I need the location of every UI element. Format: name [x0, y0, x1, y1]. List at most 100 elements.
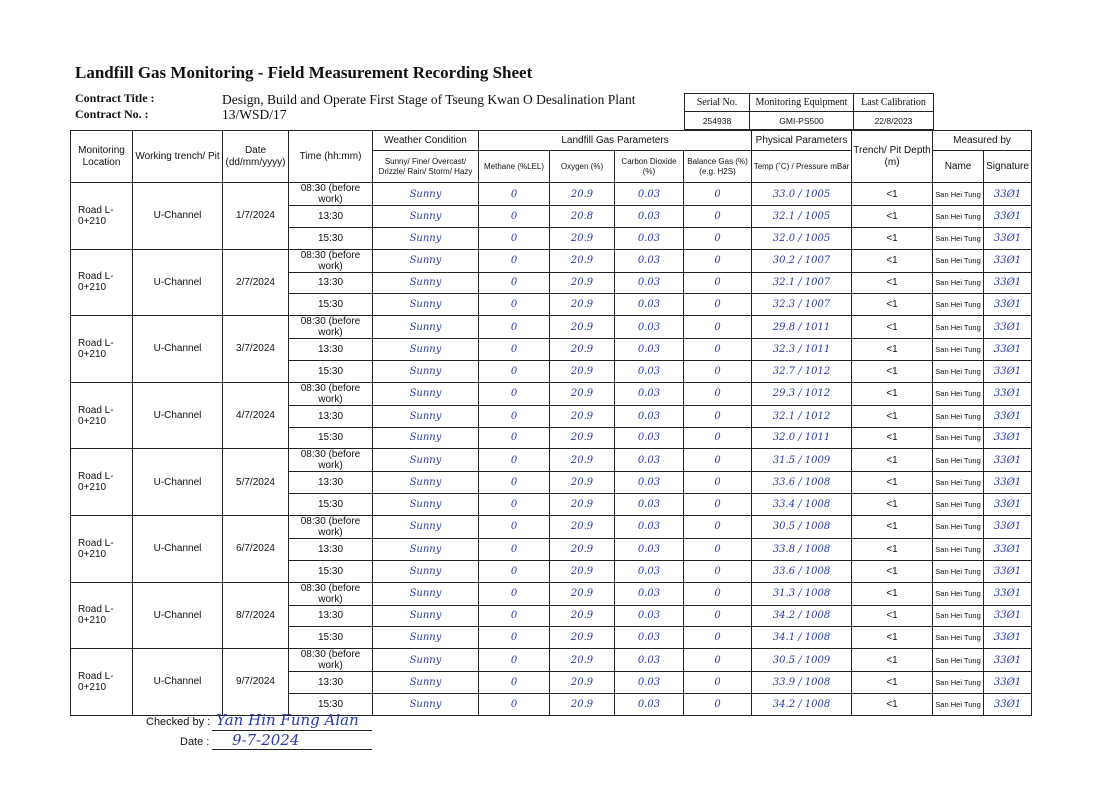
temp-pressure-cell: 32.3 / 1011 [751, 338, 853, 361]
weather-cell: Sunny [372, 182, 479, 206]
balance-cell: 0 [682, 426, 753, 450]
name-cell: San Hei Tung [932, 293, 985, 317]
balance-cell: 0 [682, 604, 753, 628]
temp-pressure-cell: 31.5 / 1009 [751, 448, 853, 473]
time-cell: 13:30 [288, 604, 373, 628]
last-calibration-header: Last Calibration [853, 93, 934, 112]
temp-pressure-cell: 29.3 / 1012 [751, 381, 853, 406]
trench-cell: U-Channel [132, 581, 223, 650]
balance-cell: 0 [682, 648, 753, 673]
depth-cell: <1 [851, 426, 934, 450]
name-cell: San Hei Tung [932, 338, 985, 361]
temp-pressure-cell: 32.0 / 1005 [751, 226, 853, 250]
contract-title-label: Contract Title : [75, 91, 155, 105]
methane-cell: 0 [478, 315, 550, 340]
methane-cell: 0 [478, 381, 550, 406]
time-cell: 15:30 [288, 226, 373, 250]
checked-date-value: 9-7-2024 [232, 731, 300, 749]
table-row: Road L-0+210 U-Channel 3/7/2024 08:30 (befo… [70, 315, 1033, 383]
table-row: Road L-0+210 U-Channel 6/7/2024 08:30 (befo… [70, 514, 1033, 583]
signature-cell: 33Ø1 [983, 692, 1033, 716]
time-cell: 08:30 (before work) [288, 381, 373, 406]
header-temp: Temp (˚C) / Pressure mBar [751, 150, 853, 183]
table-row: Road L-0+210 U-Channel 8/7/2024 08:30 (befo… [70, 581, 1033, 650]
time-cell: 15:30 [288, 626, 373, 650]
depth-cell: <1 [851, 226, 934, 250]
oxygen-cell: 20.9 [549, 626, 615, 650]
table-row: Road L-0+210 U-Channel 2/7/2024 08:30 (befo… [70, 248, 1033, 317]
contract-title-value: Design, Build and Operate First Stage of… [222, 92, 636, 107]
signature-cell: 33Ø1 [983, 205, 1033, 228]
signature-cell: 33Ø1 [983, 359, 1033, 383]
methane-cell: 0 [478, 692, 550, 716]
oxygen-cell: 20.9 [549, 648, 615, 673]
depth-cell: <1 [851, 537, 934, 561]
balance-cell: 0 [682, 315, 753, 340]
temp-pressure-cell: 32.3 / 1007 [751, 293, 853, 317]
co2-cell: 0.03 [614, 404, 684, 428]
name-cell: San Hei Tung [932, 471, 985, 495]
balance-cell: 0 [682, 293, 753, 317]
methane-cell: 0 [478, 671, 550, 694]
weather-cell: Sunny [372, 581, 479, 606]
signature-cell: 33Ø1 [983, 493, 1033, 516]
balance-cell: 0 [682, 626, 753, 650]
balance-cell: 0 [682, 271, 753, 295]
header-physical-group: Physical Parameters [751, 130, 853, 151]
time-cell: 08:30 (before work) [288, 182, 373, 206]
temp-pressure-cell: 31.3 / 1008 [751, 581, 853, 606]
time-cell: 15:30 [288, 293, 373, 317]
weather-cell: Sunny [372, 426, 479, 450]
time-cell: 08:30 (before work) [288, 581, 373, 606]
weather-cell: Sunny [372, 537, 479, 561]
depth-cell: <1 [851, 248, 934, 273]
oxygen-cell: 20.9 [549, 248, 615, 273]
trench-cell: U-Channel [132, 381, 223, 450]
depth-cell: <1 [851, 559, 934, 583]
time-cell: 13:30 [288, 471, 373, 495]
signature-cell: 33Ø1 [983, 471, 1033, 495]
signature-cell: 33Ø1 [983, 293, 1033, 317]
co2-cell: 0.03 [614, 559, 684, 583]
oxygen-cell: 20.9 [549, 448, 615, 473]
balance-cell: 0 [682, 581, 753, 606]
time-cell: 08:30 (before work) [288, 248, 373, 273]
methane-cell: 0 [478, 648, 550, 673]
header-oxygen: Oxygen (%) [549, 150, 615, 183]
co2-cell: 0.03 [614, 381, 684, 406]
co2-cell: 0.03 [614, 248, 684, 273]
balance-cell: 0 [682, 381, 753, 406]
co2-cell: 0.03 [614, 537, 684, 561]
co2-cell: 0.03 [614, 338, 684, 361]
oxygen-cell: 20.9 [549, 182, 615, 206]
name-cell: San Hei Tung [932, 404, 985, 428]
signature-cell: 33Ø1 [983, 626, 1033, 650]
methane-cell: 0 [478, 293, 550, 317]
temp-pressure-cell: 34.1 / 1008 [751, 626, 853, 650]
location-cell: Road L-0+210 [70, 648, 133, 716]
location-cell: Road L-0+210 [70, 448, 133, 516]
temp-pressure-cell: 32.7 / 1012 [751, 359, 853, 383]
weather-cell: Sunny [372, 604, 479, 628]
methane-cell: 0 [478, 514, 550, 539]
time-cell: 08:30 (before work) [288, 648, 373, 673]
time-cell: 15:30 [288, 359, 373, 383]
time-cell: 08:30 (before work) [288, 315, 373, 340]
name-cell: San Hei Tung [932, 271, 985, 295]
header-name: Name [932, 150, 985, 183]
header-co2: Carbon Dioxide (%) [614, 150, 684, 183]
trench-cell: U-Channel [132, 648, 223, 716]
oxygen-cell: 20.9 [549, 293, 615, 317]
name-cell: San Hei Tung [932, 493, 985, 516]
depth-cell: <1 [851, 338, 934, 361]
balance-cell: 0 [682, 359, 753, 383]
header-measured-group: Measured by [932, 130, 1033, 151]
time-cell: 13:30 [288, 404, 373, 428]
balance-cell: 0 [682, 248, 753, 273]
co2-cell: 0.03 [614, 692, 684, 716]
header-time: Time (hh:mm) [288, 130, 373, 183]
table-row: Road L-0+210 U-Channel 4/7/2024 08:30 (befo… [70, 381, 1033, 450]
last-calibration-value: 22/8/2023 [853, 111, 934, 130]
oxygen-cell: 20.9 [549, 381, 615, 406]
weather-cell: Sunny [372, 493, 479, 516]
